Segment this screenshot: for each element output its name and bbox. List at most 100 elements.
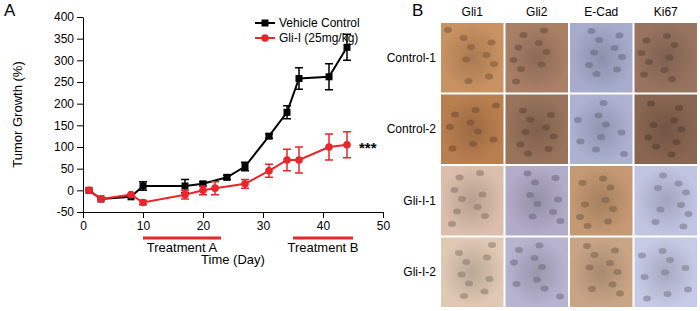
nucleus bbox=[512, 79, 520, 85]
marker bbox=[85, 187, 93, 195]
nucleus bbox=[591, 252, 599, 258]
marker bbox=[241, 180, 249, 188]
nucleus bbox=[661, 270, 669, 276]
x-axis-line bbox=[84, 212, 384, 213]
nucleus bbox=[545, 146, 553, 152]
marker bbox=[326, 73, 333, 80]
tissue-image bbox=[441, 95, 504, 165]
nucleus bbox=[666, 55, 674, 61]
nucleus bbox=[638, 253, 646, 259]
tissue-image bbox=[570, 95, 633, 165]
nucleus bbox=[675, 105, 683, 111]
column-header: E-Cad bbox=[584, 5, 618, 19]
legend-marker bbox=[262, 20, 269, 27]
nucleus bbox=[448, 221, 456, 227]
tissue-texture bbox=[583, 243, 624, 297]
nucleus bbox=[542, 125, 550, 131]
nucleus bbox=[479, 192, 487, 198]
marker bbox=[127, 191, 135, 199]
nucleus bbox=[640, 72, 648, 78]
marker bbox=[224, 174, 231, 181]
y-tick-mark bbox=[77, 190, 83, 191]
tissue-texture bbox=[574, 100, 628, 157]
x-tick-mark bbox=[203, 212, 204, 218]
plot-area bbox=[85, 34, 351, 206]
y-axis-title: Tumor Growth (%) bbox=[10, 61, 25, 167]
tissue-texture bbox=[510, 28, 551, 85]
tissue-texture bbox=[446, 103, 500, 152]
error-bar bbox=[199, 186, 207, 195]
y-tick-label: 100 bbox=[54, 140, 74, 154]
marker bbox=[242, 163, 249, 170]
treatment-label: Treatment A bbox=[147, 240, 218, 255]
nucleus bbox=[554, 197, 562, 203]
tissue-texture bbox=[517, 108, 558, 157]
nucleus bbox=[515, 247, 523, 253]
tissue-image bbox=[441, 23, 504, 93]
legend-label: Gli-I (25mg/kg) bbox=[279, 31, 358, 45]
nucleus bbox=[599, 176, 607, 182]
nucleus bbox=[652, 219, 660, 225]
nucleus bbox=[579, 180, 587, 186]
tissue-image bbox=[635, 95, 698, 165]
tissue-image bbox=[570, 238, 633, 308]
x-tick-label: 0 bbox=[80, 219, 87, 233]
nucleus bbox=[643, 296, 651, 302]
nucleus bbox=[549, 209, 557, 215]
nucleus bbox=[465, 281, 473, 287]
nucleus bbox=[529, 214, 537, 220]
nucleus bbox=[650, 122, 658, 128]
marker bbox=[98, 196, 105, 203]
nucleus bbox=[682, 265, 690, 271]
nucleus bbox=[609, 206, 617, 212]
error-bar bbox=[295, 68, 303, 90]
marker bbox=[181, 191, 189, 199]
nucleus bbox=[659, 248, 667, 254]
x-tick: 20 bbox=[197, 212, 211, 233]
tissue-image bbox=[570, 166, 633, 236]
error-bar bbox=[181, 190, 189, 199]
x-tick-label: 10 bbox=[137, 219, 151, 233]
marker bbox=[265, 167, 273, 175]
nucleus bbox=[467, 120, 475, 126]
nucleus bbox=[547, 112, 555, 118]
nucleus bbox=[451, 112, 459, 118]
nucleus bbox=[534, 201, 542, 207]
nucleus bbox=[652, 144, 660, 150]
nucleus bbox=[614, 269, 622, 275]
x-tick-mark bbox=[143, 212, 144, 218]
nucleus bbox=[595, 113, 603, 119]
nucleus bbox=[586, 265, 594, 271]
nucleus bbox=[513, 281, 521, 287]
error-bar bbox=[283, 149, 291, 171]
x-tick-label: 20 bbox=[197, 219, 211, 233]
row-label: Control-1 bbox=[387, 51, 437, 65]
nucleus bbox=[538, 62, 546, 68]
nucleus bbox=[463, 259, 471, 265]
nucleus bbox=[462, 57, 470, 63]
nucleus bbox=[584, 223, 592, 229]
y-tick: 150 bbox=[54, 119, 83, 133]
row-label: Gli-I-2 bbox=[403, 265, 436, 279]
nucleus bbox=[476, 170, 484, 176]
nucleus bbox=[446, 124, 454, 130]
nucleus bbox=[607, 185, 615, 191]
tissue-image bbox=[635, 166, 698, 236]
nucleus bbox=[680, 224, 688, 230]
nucleus bbox=[604, 219, 612, 225]
y-tick-label: 50 bbox=[61, 162, 75, 176]
nucleus bbox=[451, 187, 459, 193]
nucleus bbox=[595, 37, 603, 43]
error-bar bbox=[283, 106, 291, 119]
nucleus bbox=[531, 255, 539, 261]
y-tick-label: 150 bbox=[54, 119, 74, 133]
tissue-texture bbox=[585, 28, 626, 77]
nucleus bbox=[677, 202, 685, 208]
y-tick: 300 bbox=[54, 54, 83, 68]
nucleus bbox=[510, 260, 518, 266]
tissue-texture bbox=[510, 243, 564, 300]
x-tick: 0 bbox=[80, 212, 87, 233]
nucleus bbox=[526, 192, 534, 198]
y-tick-mark bbox=[77, 104, 83, 105]
nucleus bbox=[460, 293, 468, 299]
